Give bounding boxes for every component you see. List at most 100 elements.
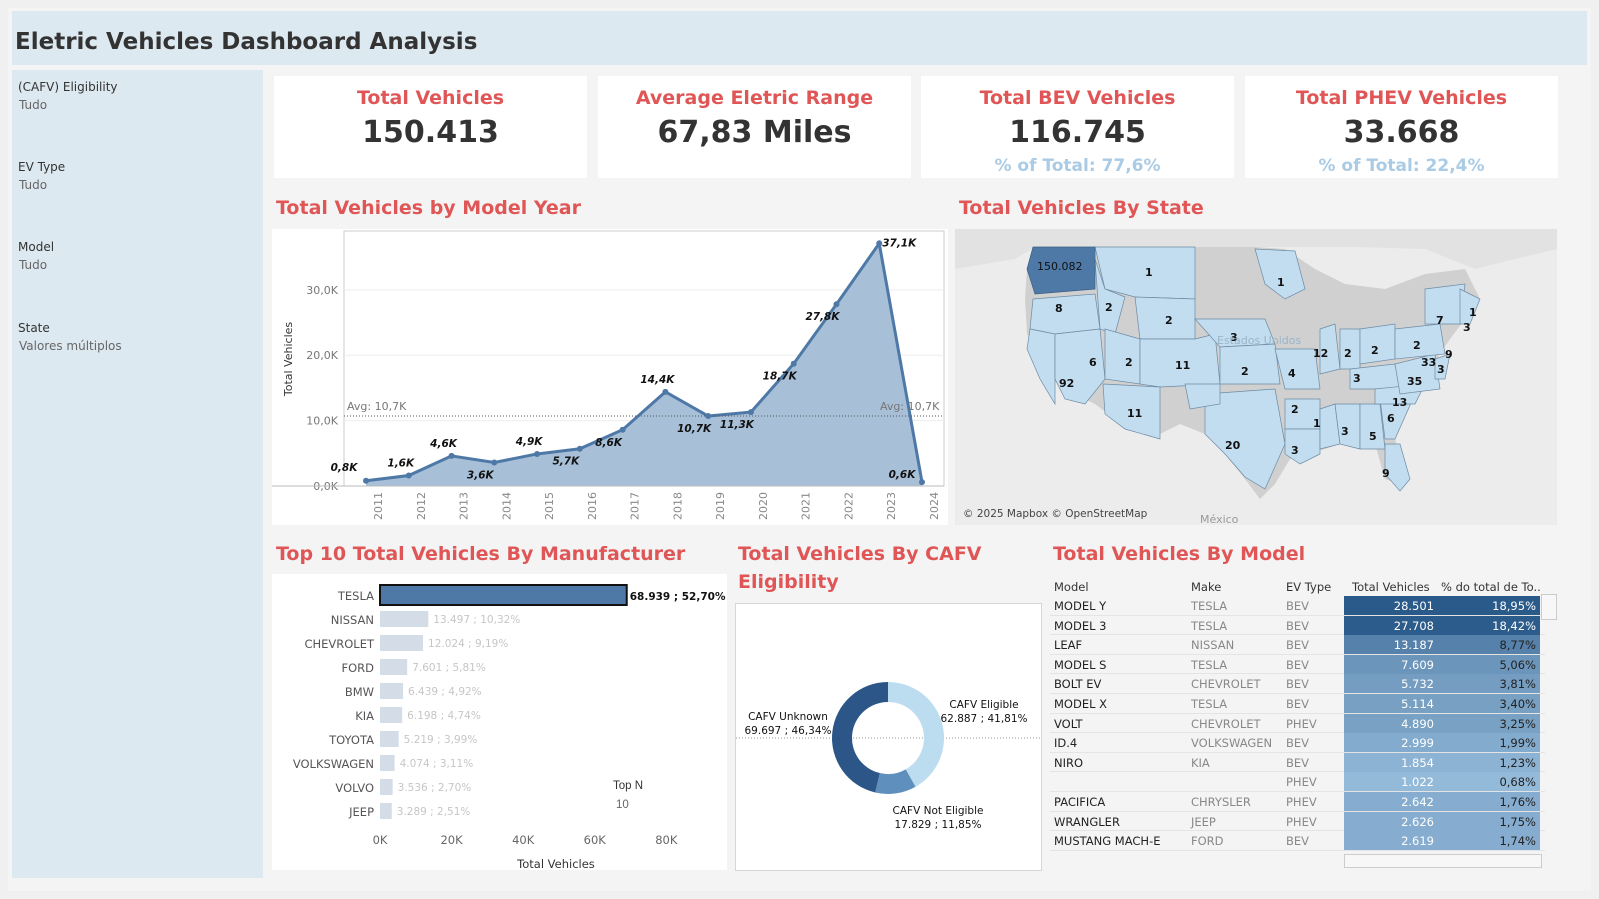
map-label: 2 xyxy=(1344,347,1352,360)
category-label: NISSAN xyxy=(331,613,374,627)
table-row[interactable]: BOLT EV CHEVROLET BEV 5.732 3,81% xyxy=(1050,674,1545,694)
x-tick-label: 0K xyxy=(373,833,388,847)
map-label: 92 xyxy=(1059,377,1074,390)
cell-total-vehicles: 7.609 xyxy=(1344,654,1440,674)
cell-ev-type: BEV xyxy=(1286,755,1310,770)
bar-value-label: 6.439 ; 4,92% xyxy=(408,686,482,698)
cell-pct-total: 18,95% xyxy=(1440,596,1540,615)
bar xyxy=(380,803,392,819)
x-tick-label: 2012 xyxy=(415,492,428,520)
y-tick-label: 30,0K xyxy=(306,284,338,297)
map-label: 35 xyxy=(1407,375,1422,388)
bar xyxy=(380,683,404,699)
category-label: TOYOTA xyxy=(328,733,374,747)
filter-value[interactable]: Tudo xyxy=(19,258,48,272)
cell-make: FORD xyxy=(1191,834,1224,849)
category-label: KIA xyxy=(355,709,374,723)
x-tick-label: 2019 xyxy=(714,492,727,520)
cell-total-vehicles: 28.501 xyxy=(1344,596,1440,615)
col-pct-total[interactable]: % do total de To.. xyxy=(1441,580,1541,594)
state-map[interactable]: 150.082 1 1 8 2 2 3 7 3 1 9 2 2 2 12 2 6… xyxy=(955,229,1557,525)
col-make[interactable]: Make xyxy=(1191,580,1222,594)
bar xyxy=(380,635,424,651)
filter-state[interactable]: State Valores múltiplos xyxy=(18,321,122,353)
cell-make: TESLA xyxy=(1191,599,1228,613)
map-country-label: México xyxy=(1200,513,1239,525)
cell-pct-total: 0,68% xyxy=(1440,772,1540,792)
filter-cafv[interactable]: (CAFV) Eligibility Tudo xyxy=(18,80,118,112)
section-title-cafv: Total Vehicles By CAFV Eligibility xyxy=(738,543,982,593)
bar-value-label: 68.939 ; 52,70% xyxy=(630,591,726,603)
table-row[interactable]: MODEL 3 TESLA BEV 27.708 18,42% xyxy=(1050,615,1545,636)
col-ev-type[interactable]: EV Type xyxy=(1286,580,1332,594)
data-label: 3,6K xyxy=(467,469,495,481)
filter-label: EV Type xyxy=(18,160,66,174)
bar-value-label: 5.219 ; 3,99% xyxy=(404,734,478,746)
cell-ev-type: PHEV xyxy=(1286,716,1317,731)
data-point xyxy=(747,409,754,416)
topn-value[interactable]: 10 xyxy=(616,799,629,811)
state-washington[interactable] xyxy=(1026,246,1096,295)
cell-model: LEAF xyxy=(1054,638,1083,653)
bar xyxy=(380,659,408,675)
slice-value: 62.887 ; 41,81% xyxy=(941,713,1028,725)
filter-label: Model xyxy=(18,240,55,254)
table-row[interactable]: MODEL S TESLA BEV 7.609 5,06% xyxy=(1050,654,1545,675)
x-tick-label: 2022 xyxy=(842,492,855,520)
kpi-title: Total PHEV Vehicles xyxy=(1295,87,1508,109)
table-row[interactable]: MODEL Y TESLA BEV 28.501 18,95% xyxy=(1050,596,1545,616)
data-label: 14,4K xyxy=(640,374,675,386)
col-model[interactable]: Model xyxy=(1054,580,1089,594)
cell-pct-total: 1,23% xyxy=(1440,752,1540,772)
data-label: 37,1K xyxy=(882,237,917,249)
data-label: 18,7K xyxy=(763,371,798,383)
cell-total-vehicles: 13.187 xyxy=(1344,635,1440,655)
table-row[interactable]: LEAF NISSAN BEV 13.187 8,77% xyxy=(1050,635,1545,655)
table-hscrollbar[interactable] xyxy=(1344,854,1542,868)
area-fill xyxy=(366,243,922,486)
x-tick-label: 2020 xyxy=(757,492,770,520)
x-tick-label: 2011 xyxy=(372,492,385,520)
cell-ev-type: PHEV xyxy=(1286,775,1317,790)
table-row[interactable]: WRANGLER JEEP PHEV 2.626 1,75% xyxy=(1050,811,1545,832)
filter-value[interactable]: Tudo xyxy=(19,178,48,192)
cell-total-vehicles: 27.708 xyxy=(1344,615,1440,635)
table-row[interactable]: NIRO KIA BEV 1.854 1,23% xyxy=(1050,752,1545,773)
table-row[interactable]: PACIFICA CHRYSLER PHEV 2.642 1,76% xyxy=(1050,792,1545,812)
kpi-value: 67,83 Miles xyxy=(657,115,852,150)
filter-value[interactable]: Valores múltiplos xyxy=(19,339,122,353)
filter-ev-type[interactable]: EV Type Tudo xyxy=(18,160,65,192)
x-tick-label: 2021 xyxy=(800,492,813,520)
cell-make: TESLA xyxy=(1191,657,1228,672)
cell-ev-type: BEV xyxy=(1286,736,1310,751)
cell-pct-total: 1,76% xyxy=(1440,792,1540,811)
map-label: 1 xyxy=(1277,276,1285,289)
map-label: 3 xyxy=(1437,363,1445,376)
cell-model: VOLT xyxy=(1054,716,1083,731)
map-label: 9 xyxy=(1382,467,1390,480)
map-label: 2 xyxy=(1291,403,1299,416)
cafv-chart: CAFV Eligible 62.887 ; 41,81% CAFV Not Eli… xyxy=(736,682,1041,831)
cell-pct-total: 1,74% xyxy=(1440,831,1540,851)
cell-total-vehicles: 2.999 xyxy=(1344,733,1440,753)
data-point xyxy=(534,450,541,457)
y-tick-label: 10,0K xyxy=(306,415,338,428)
map-label: 150.082 xyxy=(1037,260,1083,273)
filter-value[interactable]: Tudo xyxy=(19,98,48,112)
table-row[interactable]: PHEV 1.022 0,68% xyxy=(1050,772,1545,792)
data-point xyxy=(876,240,883,247)
col-total-vehicles[interactable]: Total Vehicles xyxy=(1352,580,1430,594)
table-scrollbar-thumb[interactable] xyxy=(1541,594,1557,620)
map-label: 1 xyxy=(1469,306,1477,319)
filter-model[interactable]: Model Tudo xyxy=(18,240,54,272)
state-map-panel[interactable]: 150.082 1 1 8 2 2 3 7 3 1 9 2 2 2 12 2 6… xyxy=(955,229,1557,525)
map-label: 8 xyxy=(1055,302,1063,315)
section-title-manufacturer: Top 10 Total Vehicles By Manufacturer xyxy=(276,543,686,565)
kpi-bev: Total BEV Vehicles 116.745 % of Total: 7… xyxy=(921,76,1234,178)
table-row[interactable]: MUSTANG MACH-E FORD BEV 2.619 1,74% xyxy=(1050,831,1545,851)
table-row[interactable]: VOLT CHEVROLET PHEV 4.890 3,25% xyxy=(1050,713,1545,734)
kpi-title: Average Eletric Range xyxy=(635,87,874,109)
data-point xyxy=(491,459,498,466)
table-row[interactable]: MODEL X TESLA BEV 5.114 3,40% xyxy=(1050,694,1545,714)
table-row[interactable]: ID.4 VOLKSWAGEN BEV 2.999 1,99% xyxy=(1050,733,1545,753)
